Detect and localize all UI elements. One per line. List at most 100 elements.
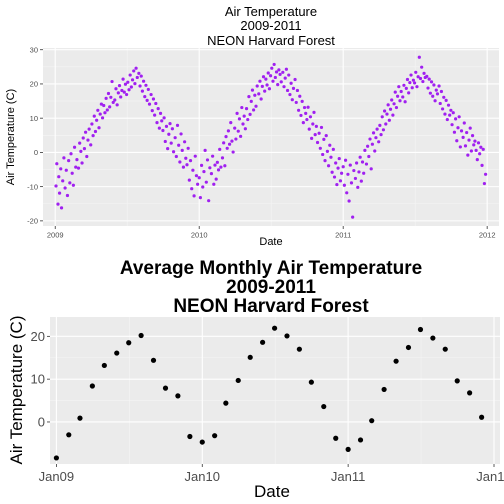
data-point xyxy=(95,118,99,122)
data-point xyxy=(274,70,279,74)
chart1-title-line2: 2009-2011 xyxy=(240,18,301,33)
data-point xyxy=(392,102,396,106)
data-point xyxy=(482,181,487,186)
data-point xyxy=(417,326,424,333)
data-point xyxy=(466,153,470,157)
data-point xyxy=(442,95,446,99)
data-point xyxy=(405,77,410,82)
data-point xyxy=(442,346,448,352)
data-point xyxy=(246,117,250,122)
data-point xyxy=(125,92,129,97)
data-point xyxy=(105,108,109,112)
data-point xyxy=(386,103,390,107)
data-point xyxy=(429,80,434,84)
data-point xyxy=(325,149,330,153)
data-point xyxy=(281,70,285,74)
data-point xyxy=(137,71,141,75)
chart2-x-axis-label: Date xyxy=(254,482,290,501)
data-point xyxy=(402,83,406,87)
data-point xyxy=(318,146,322,150)
chart2-points xyxy=(53,325,485,461)
data-point xyxy=(53,455,59,461)
data-point xyxy=(331,147,335,151)
data-point xyxy=(219,165,223,169)
data-point xyxy=(418,76,423,81)
data-point xyxy=(287,73,291,77)
data-point xyxy=(184,156,188,160)
data-point xyxy=(302,105,307,110)
data-point xyxy=(264,77,268,81)
data-point xyxy=(255,84,259,88)
data-point xyxy=(319,125,324,130)
data-point xyxy=(449,108,453,112)
chart2-title-line1: Average Monthly Air Temperature xyxy=(120,258,422,279)
data-point xyxy=(174,154,178,159)
data-point xyxy=(71,183,75,187)
chart2-y-ticks: 0 10 20 xyxy=(31,329,50,430)
data-point xyxy=(97,126,101,130)
data-point xyxy=(308,115,313,119)
data-point xyxy=(66,432,72,438)
data-point xyxy=(235,377,241,384)
data-point xyxy=(130,78,135,82)
data-point xyxy=(96,108,100,112)
data-point xyxy=(377,140,381,144)
data-point xyxy=(379,133,383,137)
y-tick-label: 20 xyxy=(31,329,45,344)
data-point xyxy=(86,138,90,142)
data-point xyxy=(65,193,70,198)
data-point xyxy=(234,137,238,141)
data-point xyxy=(415,85,419,89)
data-point xyxy=(294,100,298,105)
data-point xyxy=(434,88,438,92)
data-point xyxy=(427,77,431,81)
y-tick-label: -20 xyxy=(27,216,38,225)
data-point xyxy=(414,70,418,74)
data-point xyxy=(226,129,230,133)
data-point xyxy=(421,79,425,84)
data-point xyxy=(76,166,81,170)
data-point xyxy=(408,80,412,85)
data-point xyxy=(328,143,332,147)
data-point xyxy=(144,83,148,87)
data-point xyxy=(276,83,280,87)
data-point xyxy=(82,147,87,151)
data-point xyxy=(199,439,205,445)
data-point xyxy=(127,88,131,92)
data-point xyxy=(250,88,255,92)
data-point xyxy=(360,160,365,164)
data-point xyxy=(162,385,169,391)
data-point xyxy=(272,325,278,331)
data-point xyxy=(307,127,311,131)
data-point xyxy=(141,79,146,83)
data-point xyxy=(236,129,240,133)
data-point xyxy=(156,106,160,111)
data-point xyxy=(425,74,429,79)
data-point xyxy=(401,95,405,99)
data-point xyxy=(347,199,351,203)
x-tick-label: 2011 xyxy=(335,231,351,240)
data-point xyxy=(257,92,261,96)
data-point xyxy=(368,137,372,141)
y-tick-label: 20 xyxy=(30,80,38,89)
data-point xyxy=(384,122,388,126)
data-point xyxy=(196,182,200,186)
data-point xyxy=(80,161,84,165)
data-point xyxy=(321,403,327,410)
y-tick-label: 10 xyxy=(30,114,38,123)
data-point xyxy=(383,109,387,113)
data-point xyxy=(481,147,485,151)
data-point xyxy=(270,66,274,70)
data-point xyxy=(57,191,62,195)
data-point xyxy=(297,108,301,112)
data-point xyxy=(479,414,485,420)
chart1-title-line3: NEON Harvard Forest xyxy=(207,33,335,48)
data-point xyxy=(258,79,262,83)
data-point xyxy=(67,159,71,163)
data-point xyxy=(68,181,72,185)
data-point xyxy=(290,98,294,102)
data-point xyxy=(373,149,377,153)
chart1-title-line1: Air Temperature xyxy=(225,4,317,19)
data-point xyxy=(193,154,197,158)
